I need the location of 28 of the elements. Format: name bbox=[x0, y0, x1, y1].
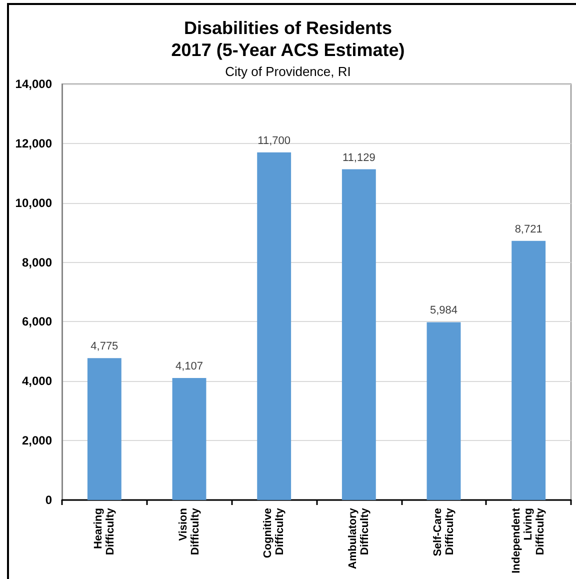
y-tick-label: 2,000 bbox=[22, 434, 52, 448]
bar bbox=[87, 358, 122, 500]
x-tick-label: Vision Difficulty bbox=[177, 507, 202, 556]
chart-subtitle: City of Providence, RI bbox=[225, 64, 351, 79]
y-tick-label: 4,000 bbox=[22, 374, 52, 388]
y-tick-label: 8,000 bbox=[22, 255, 52, 270]
data-label: 5,984 bbox=[430, 304, 458, 317]
bar bbox=[172, 378, 206, 500]
data-label: 8,721 bbox=[514, 223, 542, 236]
x-tick-label: Self-Care Difficulty bbox=[432, 507, 456, 556]
x-tick-label: Hearing Difficulty bbox=[92, 507, 116, 556]
x-tick-label: Cognitive Difficulty bbox=[262, 507, 286, 558]
data-label: 11,700 bbox=[258, 134, 290, 147]
bar bbox=[426, 322, 461, 500]
y-tick-label: 10,000 bbox=[15, 196, 52, 210]
y-tick-label: 0 bbox=[45, 493, 52, 507]
bar bbox=[257, 152, 292, 500]
data-label: 11,129 bbox=[342, 152, 376, 164]
y-tick-label: 6,000 bbox=[22, 314, 52, 329]
bar bbox=[342, 169, 376, 500]
y-tick-label: 12,000 bbox=[15, 136, 52, 150]
data-label: 4,775 bbox=[90, 340, 118, 353]
x-tick-label: Ambulatory Difficulty bbox=[346, 507, 371, 570]
chart-title: Disabilities of Residents 2017 (5-Year ACS Estimate) bbox=[171, 18, 405, 60]
x-tick-label: Independent Living Difficulty bbox=[510, 507, 547, 574]
data-label: 4,107 bbox=[175, 360, 204, 372]
y-tick-label: 14,000 bbox=[15, 77, 52, 91]
bar bbox=[512, 240, 546, 500]
